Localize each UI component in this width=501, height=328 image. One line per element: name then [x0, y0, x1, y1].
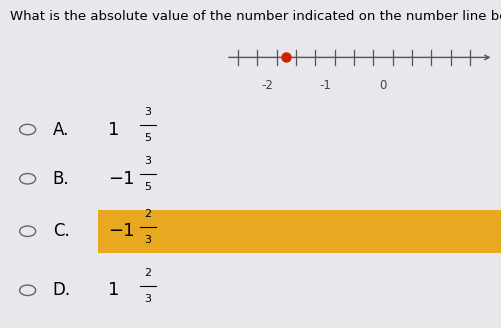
Text: 1: 1 [108, 281, 119, 299]
Text: 2: 2 [144, 209, 151, 219]
Text: 0: 0 [379, 79, 386, 92]
Text: 2: 2 [144, 268, 151, 278]
Text: C.: C. [53, 222, 69, 240]
Text: A.: A. [53, 121, 69, 138]
Text: 5: 5 [144, 182, 151, 192]
Text: 3: 3 [144, 107, 151, 117]
FancyBboxPatch shape [98, 210, 501, 253]
Text: 3: 3 [144, 294, 151, 303]
Text: 5: 5 [144, 133, 151, 143]
Text: 3: 3 [144, 235, 151, 244]
Text: What is the absolute value of the number indicated on the number line below?: What is the absolute value of the number… [10, 10, 501, 23]
Text: -2: -2 [261, 79, 273, 92]
Text: 3: 3 [144, 156, 151, 166]
Text: D.: D. [53, 281, 71, 299]
Text: -1: -1 [319, 79, 330, 92]
Text: 1: 1 [108, 121, 119, 138]
Text: B.: B. [53, 170, 69, 188]
Text: −1: −1 [108, 170, 134, 188]
Text: −1: −1 [108, 222, 134, 240]
